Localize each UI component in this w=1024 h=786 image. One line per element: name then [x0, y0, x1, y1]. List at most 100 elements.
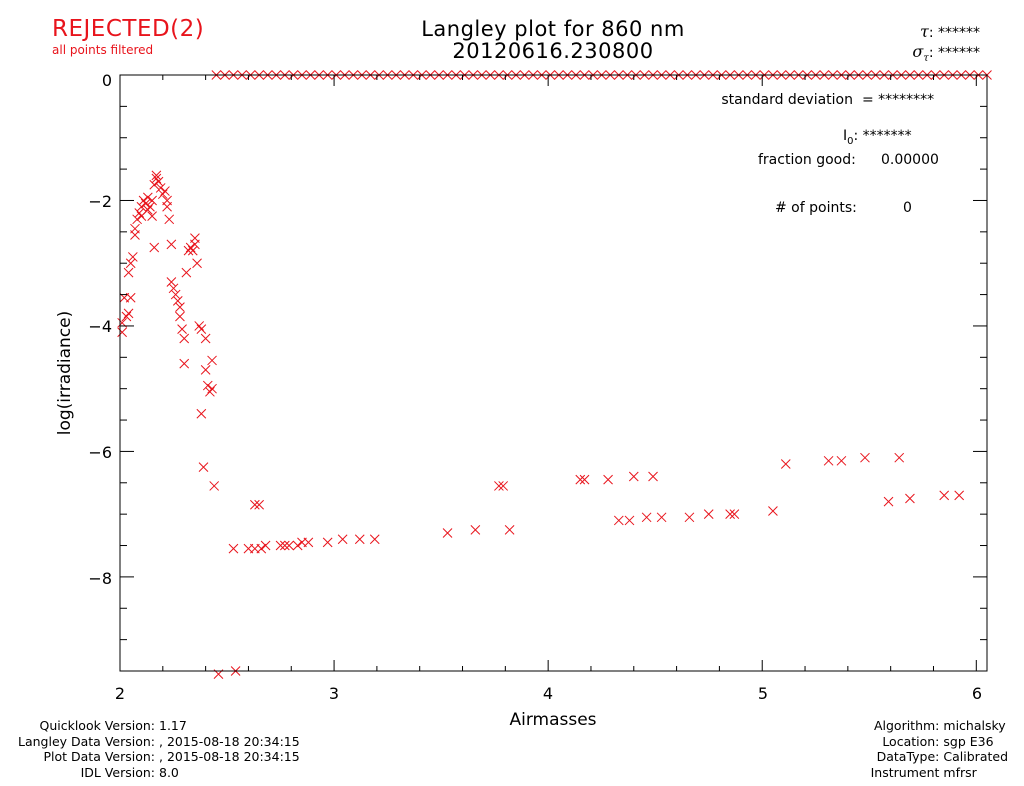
- data-point: [656, 512, 667, 523]
- sigma-readout: στ: ******: [912, 42, 980, 64]
- data-point: [155, 183, 166, 193]
- data-point: [860, 452, 870, 463]
- data-point: [160, 186, 170, 196]
- footer-value: 1.17: [159, 718, 187, 733]
- data-point: [147, 195, 157, 206]
- y-tick-label: −6: [88, 443, 112, 462]
- tau-readout: τ: ******: [920, 22, 980, 41]
- y-tick-label: −2: [88, 192, 112, 211]
- data-point: [494, 481, 504, 491]
- axis-ticks: [119, 74, 987, 672]
- footer-label: Langley Data Version:: [17, 733, 155, 749]
- footer-label: Plot Data Version:: [43, 749, 155, 764]
- i0-label: I0: *******: [843, 128, 912, 147]
- footer-value: mfrsr: [943, 764, 977, 780]
- data-point: [151, 173, 162, 184]
- data-point: [196, 324, 207, 334]
- data-point: [130, 223, 140, 234]
- data-point: [140, 198, 151, 209]
- data-point: [121, 311, 132, 322]
- data-point: [256, 543, 267, 554]
- data-point: [228, 543, 239, 554]
- footer-value: Calibrated: [943, 749, 1008, 764]
- status-label: REJECTED(2): [52, 16, 205, 42]
- data-point: [196, 408, 207, 419]
- std-dev-value: = ********: [862, 92, 934, 108]
- data-point: [648, 471, 658, 482]
- data-point: [729, 509, 740, 520]
- data-point: [175, 311, 185, 322]
- data-point: [354, 534, 365, 545]
- x-tick-label: 4: [543, 684, 553, 703]
- data-point: [498, 481, 509, 491]
- data-point: [836, 455, 847, 466]
- x-tick-label: 3: [329, 684, 339, 703]
- data-point: [369, 534, 380, 545]
- data-point: [260, 540, 271, 551]
- data-point: [603, 474, 613, 485]
- data-point: [134, 208, 145, 218]
- data-point: [142, 205, 153, 215]
- data-point: [123, 308, 134, 319]
- data-point: [194, 321, 205, 331]
- data-point: [780, 459, 791, 469]
- data-point: [172, 295, 183, 306]
- tau-value: : ******: [928, 25, 980, 41]
- fraction-good-value: 0.00000: [881, 152, 939, 168]
- data-point: [575, 474, 586, 485]
- data-point: [303, 537, 314, 548]
- data-point: [284, 540, 294, 551]
- num-points-label: # of points:: [775, 200, 857, 216]
- x-tick-label: 2: [115, 684, 125, 703]
- data-point: [166, 277, 177, 287]
- data-point: [125, 258, 136, 269]
- data-point: [894, 452, 905, 463]
- data-point: [125, 292, 136, 303]
- data-point: [123, 267, 134, 278]
- data-point: [504, 524, 515, 535]
- data-point: [168, 283, 179, 294]
- data-point: [279, 540, 290, 551]
- data-point: [164, 214, 175, 225]
- data-point: [207, 355, 217, 366]
- footer-label: DataType:: [876, 749, 940, 764]
- data-point: [823, 455, 834, 466]
- version-info: Quicklook Version: 1.17 Langley Data Vers…: [0, 718, 300, 780]
- data-point: [192, 258, 202, 269]
- footer-value: sgp E36: [943, 733, 994, 749]
- x-tick-label: 6: [972, 684, 982, 703]
- data-point: [175, 302, 185, 312]
- data-point: [200, 365, 211, 375]
- data-point: [628, 471, 639, 482]
- data-point: [190, 239, 200, 250]
- data-point: [162, 201, 172, 212]
- data-point: [149, 179, 160, 190]
- data-point: [187, 245, 198, 256]
- sigma-symbol: σ: [912, 42, 924, 61]
- data-point: [292, 540, 303, 551]
- footer-label: Quicklook Version:: [39, 718, 155, 733]
- data-point: [185, 242, 196, 253]
- footer-label: IDL Version:: [80, 764, 155, 780]
- chart-title: Langley plot for 860 nm: [421, 17, 685, 41]
- instrument-info: Algorithm: michalsky Location: sgp E36 Dat…: [819, 718, 1008, 780]
- data-point: [209, 481, 220, 491]
- data-point: [149, 242, 160, 253]
- fraction-good-label: fraction good:: [758, 152, 856, 168]
- data-point: [954, 490, 965, 501]
- footer-value: , 2015-08-18 20:34:15: [159, 733, 300, 749]
- y-tick-label: −4: [88, 317, 112, 336]
- data-point: [127, 252, 138, 262]
- data-point: [442, 528, 453, 538]
- data-point: [157, 189, 168, 200]
- data-point: [145, 201, 155, 212]
- data-point: [905, 493, 915, 504]
- sigma-value: : ******: [928, 45, 980, 61]
- data-point: [198, 462, 209, 472]
- data-point: [684, 512, 695, 523]
- status-subtext: all points filtered: [52, 43, 154, 57]
- tau-symbol: τ: [919, 22, 929, 41]
- data-point: [166, 239, 177, 250]
- data-point: [939, 490, 950, 501]
